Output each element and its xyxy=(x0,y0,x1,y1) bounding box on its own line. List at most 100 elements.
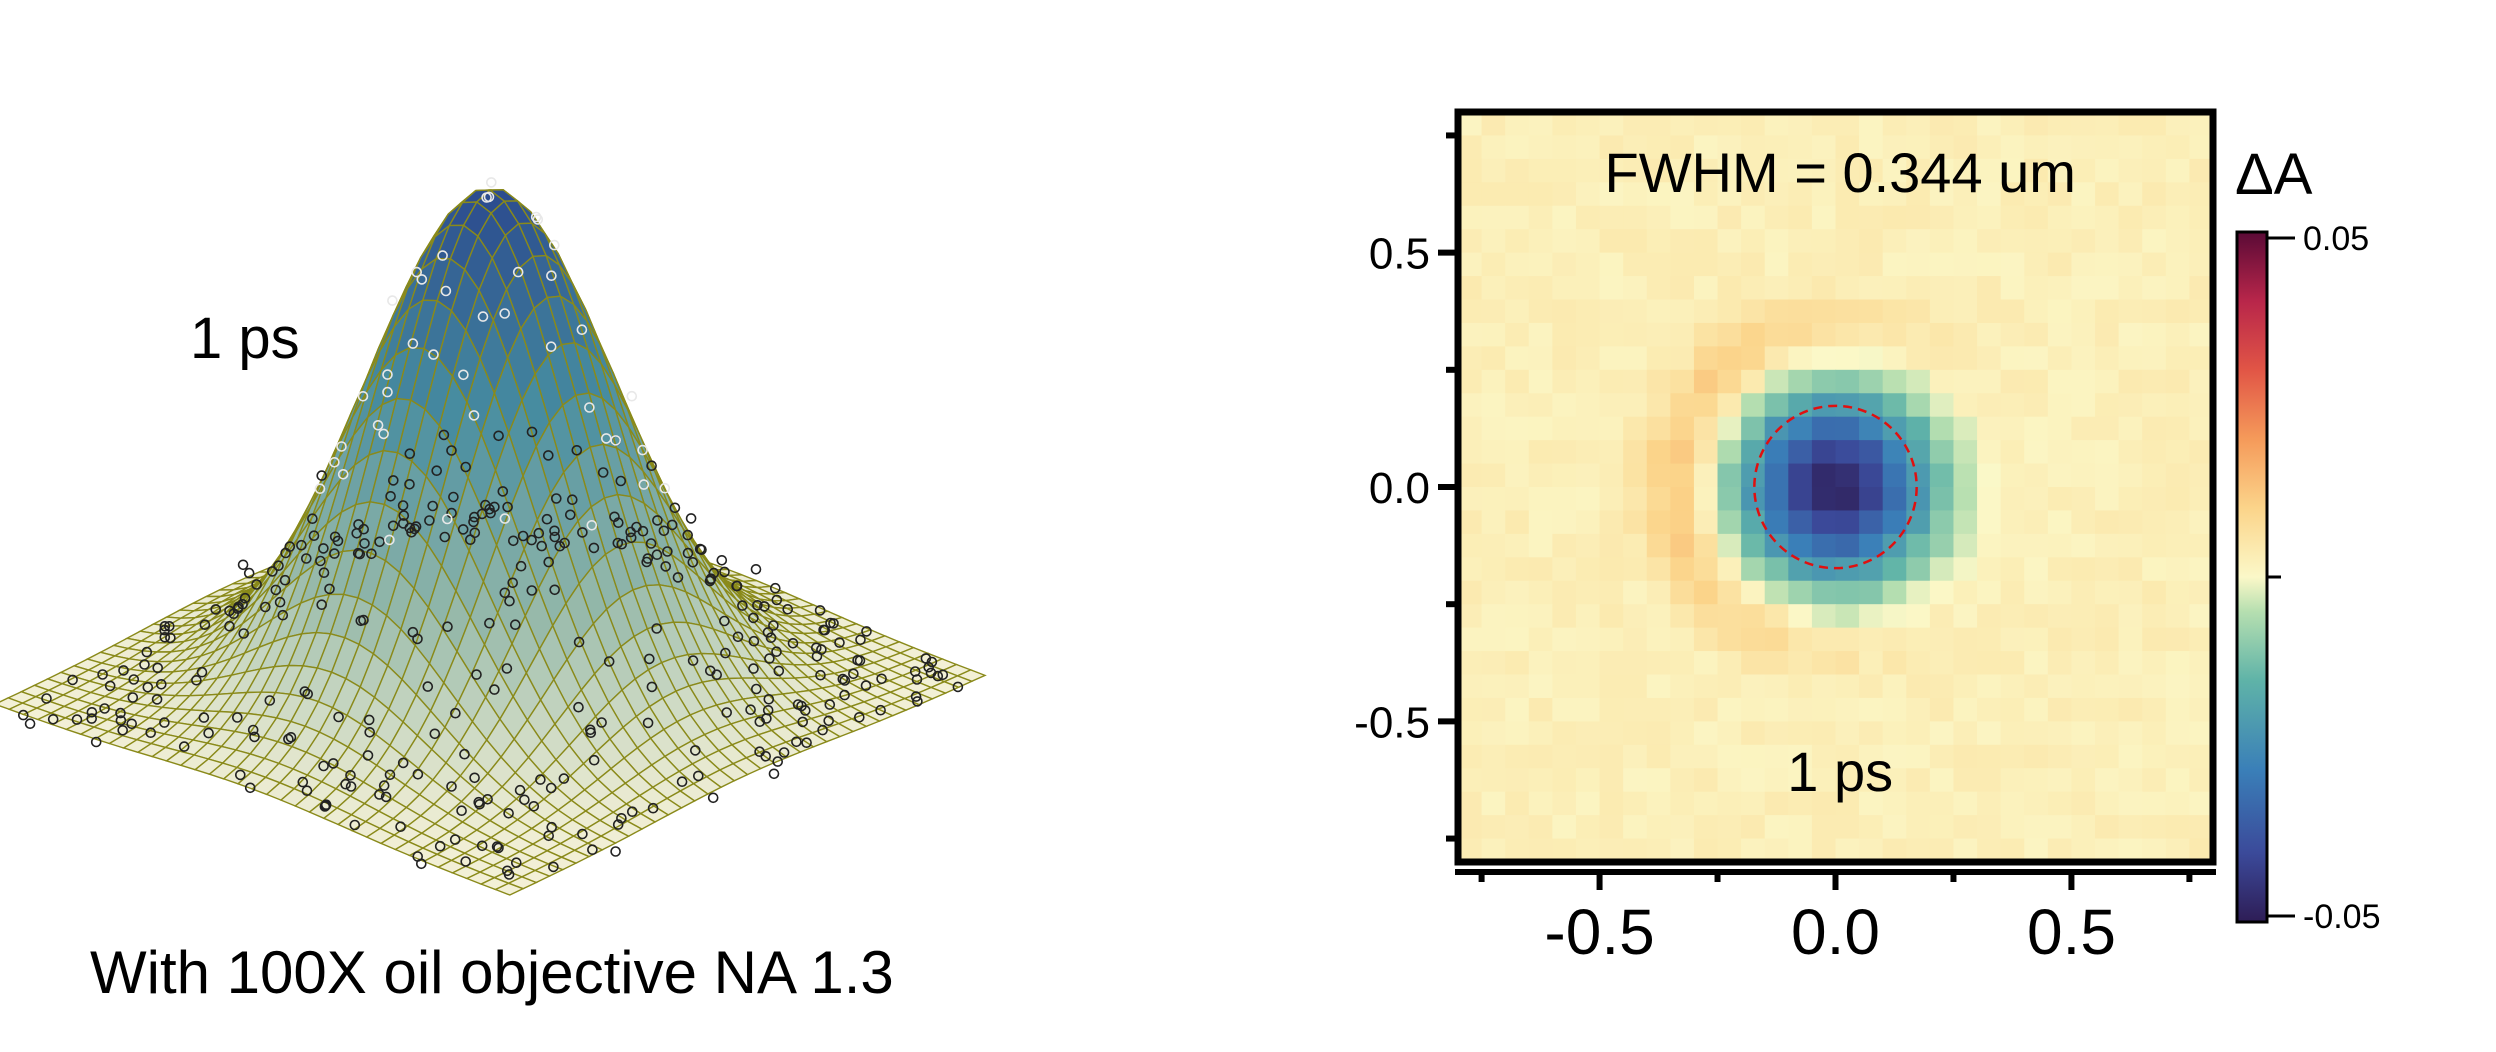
data-marker xyxy=(645,538,657,549)
heatmap-cell xyxy=(1835,158,1860,183)
heatmap-cell xyxy=(1788,463,1813,488)
heatmap-cell xyxy=(2165,369,2190,394)
heatmap-cell xyxy=(2071,815,2096,840)
data-marker xyxy=(731,580,742,592)
heatmap-cell xyxy=(1882,252,1907,277)
heatmap-cell xyxy=(1882,791,1907,816)
data-marker xyxy=(512,266,524,278)
heatmap-cell xyxy=(1764,135,1789,160)
heatmap-cell xyxy=(2118,697,2143,722)
data-marker xyxy=(596,717,607,728)
heatmap-cell xyxy=(2047,369,2073,394)
data-marker xyxy=(716,554,728,566)
heatmap-cell xyxy=(1811,135,1837,160)
data-marker xyxy=(609,511,620,523)
heatmap-cell xyxy=(2047,533,2073,558)
heatmap-cell xyxy=(2047,135,2073,160)
data-marker xyxy=(151,694,163,705)
data-marker xyxy=(721,707,733,718)
heatmap-cell xyxy=(1575,533,1601,558)
heatmap-cell xyxy=(1552,697,1577,722)
heatmap-cell xyxy=(1953,815,1978,840)
heatmap-cell xyxy=(1953,346,1978,371)
heatmap-cell xyxy=(1906,768,1931,793)
heatmap-cell xyxy=(1458,229,1483,254)
data-marker xyxy=(545,782,557,794)
data-marker xyxy=(768,768,780,780)
heatmap-cell xyxy=(1575,627,1601,652)
heatmap-cell xyxy=(1929,791,1955,816)
data-marker xyxy=(573,701,584,713)
heatmap-cell xyxy=(1623,533,1648,558)
heatmap-cell xyxy=(1505,346,1530,371)
heatmap-cell xyxy=(1929,651,1955,676)
data-marker xyxy=(493,842,504,854)
data-marker xyxy=(41,693,52,704)
heatmap-cell xyxy=(2118,768,2143,793)
data-marker xyxy=(616,812,627,824)
heatmap-cell xyxy=(1811,416,1837,441)
heatmap-cell xyxy=(1811,651,1837,676)
heatmap-cell xyxy=(2118,440,2143,465)
heatmap-cell xyxy=(1599,510,1624,535)
heatmap-cell xyxy=(1741,604,1766,629)
colorbar xyxy=(2235,230,2269,924)
heatmap-cell xyxy=(1552,557,1577,582)
data-marker xyxy=(651,549,663,561)
heatmap-cell xyxy=(1906,135,1931,160)
x-tick-label: -0.5 xyxy=(1544,896,1654,968)
heatmap-cell xyxy=(1906,721,1931,746)
heatmap-cell xyxy=(1811,205,1837,230)
heatmap-cell xyxy=(1505,580,1530,605)
data-marker xyxy=(720,647,731,659)
heatmap-cell xyxy=(2071,229,2096,254)
heatmap-cell xyxy=(1528,604,1553,629)
heatmap-cell xyxy=(1552,229,1577,254)
data-marker xyxy=(669,502,681,514)
heatmap-cell xyxy=(1835,487,1860,512)
heatmap-cell xyxy=(2142,369,2167,394)
heatmap-cell xyxy=(1646,815,1671,840)
heatmap-cell xyxy=(2024,252,2049,277)
data-marker xyxy=(787,637,799,649)
heatmap-cell xyxy=(2118,158,2143,183)
heatmap-cell xyxy=(1670,463,1695,488)
heatmap-cell xyxy=(1882,674,1907,699)
heatmap-cell xyxy=(1552,533,1577,558)
data-marker xyxy=(610,846,621,857)
heatmap-cell xyxy=(1859,674,1884,699)
heatmap-cell xyxy=(2047,697,2073,722)
heatmap-cell xyxy=(1717,182,1742,207)
heatmap-cell xyxy=(1929,627,1955,652)
heatmap-cell xyxy=(1859,557,1884,582)
heatmap-cell xyxy=(1528,229,1553,254)
data-marker xyxy=(349,819,361,831)
data-marker xyxy=(224,605,235,617)
data-marker xyxy=(660,561,672,572)
heatmap-cell xyxy=(1906,416,1931,441)
gaussian-surface xyxy=(0,189,987,896)
heatmap-cell xyxy=(2118,815,2143,840)
heatmap-cell xyxy=(1552,487,1577,512)
data-marker xyxy=(237,559,249,571)
data-marker xyxy=(687,556,699,568)
heatmap-cell xyxy=(2047,744,2073,769)
heatmap-cell xyxy=(1929,158,1955,183)
heatmap-cell xyxy=(1505,744,1530,769)
heatmap-cell xyxy=(2047,580,2073,605)
data-marker xyxy=(625,526,636,538)
data-marker xyxy=(484,617,495,629)
heatmap-cell xyxy=(2071,580,2096,605)
heatmap-cell xyxy=(1505,182,1530,207)
heatmap-cell xyxy=(1929,322,1955,347)
heatmap-cell xyxy=(1811,229,1837,254)
heatmap-cell xyxy=(1811,299,1837,324)
data-marker xyxy=(762,704,774,716)
heatmap-cell xyxy=(1481,322,1506,347)
heatmap-cell xyxy=(2024,580,2049,605)
data-marker xyxy=(358,523,370,535)
heatmap-cell xyxy=(1693,158,1719,183)
data-marker xyxy=(769,582,781,594)
heatmap-cell xyxy=(1646,533,1671,558)
heatmap-cell xyxy=(1693,322,1719,347)
